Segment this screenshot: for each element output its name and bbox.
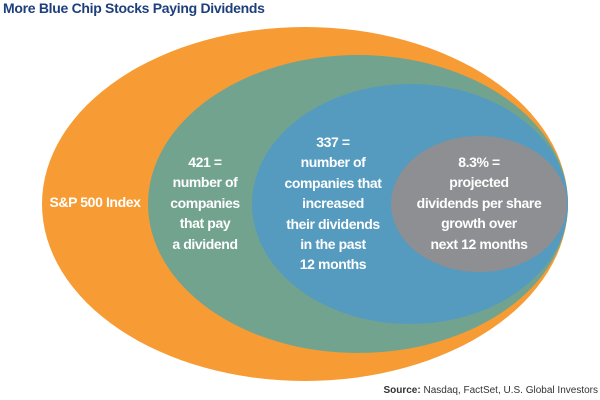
label-line: 337 = [316, 134, 350, 150]
label-line: projected [449, 174, 509, 191]
source-note: Source: Nasdaq, FactSet, U.S. Global Inv… [383, 384, 598, 398]
label-line: their dividends [286, 215, 380, 232]
source-label: Source: [383, 385, 421, 396]
source-text: Nasdaq, FactSet, U.S. Global Investors [423, 385, 598, 396]
label-sp500: S&P 500 Index [49, 192, 140, 212]
label-line: dividends per share [416, 194, 542, 211]
ellipse-projected-growth [391, 136, 567, 272]
label-line: 8.3% = [458, 154, 500, 170]
label-line: number of [300, 154, 366, 171]
label-line: number of [172, 174, 238, 191]
label-line: 12 months [299, 256, 367, 273]
label-line: growth over [441, 215, 517, 232]
label-line: companies [170, 194, 240, 211]
label-line: in the past [300, 236, 366, 253]
label-pay-dividend: 421 = number of companies that pay a div… [170, 152, 240, 254]
label-line: S&P 500 Index [49, 194, 141, 210]
label-projected-growth: 8.3% = projected dividends per share gro… [417, 152, 542, 254]
chart-title: More Blue Chip Stocks Paying Dividends [3, 0, 265, 16]
label-line: next 12 months [430, 235, 528, 252]
label-line: increased [302, 195, 364, 212]
label-line: companies that [284, 174, 382, 191]
label-line: 421 = [188, 154, 222, 170]
label-increased-dividends: 337 = number of companies that increased… [284, 132, 381, 275]
label-line: a dividend [172, 235, 238, 252]
label-line: that pay [179, 215, 231, 232]
